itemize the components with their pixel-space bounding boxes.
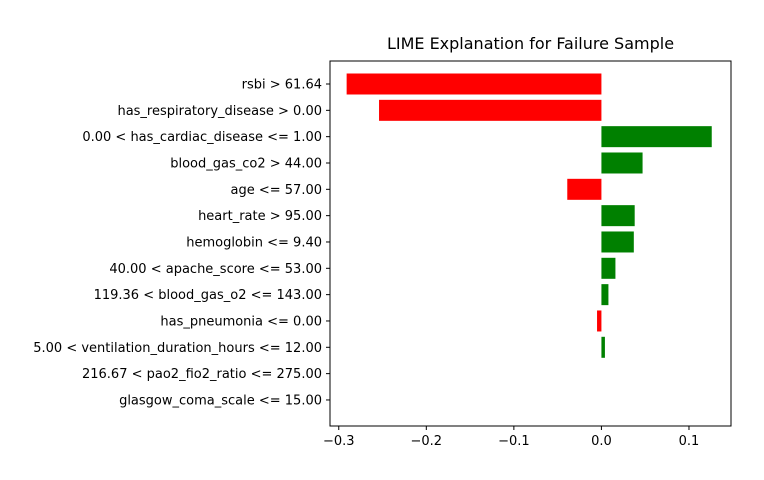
x-tick-label: −0.2 — [411, 434, 443, 449]
y-tick-label: 119.36 < blood_gas_o2 <= 143.00 — [94, 288, 322, 303]
bar — [601, 205, 635, 227]
y-tick-label: 5.00 < ventilation_duration_hours <= 12.… — [33, 341, 322, 356]
plot-frame — [329, 60, 732, 427]
x-tick-label: −0.1 — [498, 434, 530, 449]
y-tick-label: glasgow_coma_scale <= 15.00 — [119, 393, 322, 408]
bar — [601, 336, 605, 358]
y-tick-label: 216.67 < pao2_fio2_ratio <= 275.00 — [82, 367, 322, 382]
y-tick-label: has_pneumonia <= 0.00 — [160, 314, 322, 329]
bar — [601, 231, 634, 253]
bar — [601, 126, 712, 148]
bar — [567, 178, 602, 200]
bar — [601, 152, 643, 174]
bars-group — [346, 73, 712, 358]
x-tick-label: 0.0 — [591, 434, 612, 449]
y-tick-labels: rsbi > 61.64 has_respiratory_disease > 0.… — [33, 78, 330, 408]
x-tick-label: 0.1 — [679, 434, 700, 449]
bar — [597, 310, 602, 332]
y-tick-label: rsbi > 61.64 — [242, 78, 322, 93]
chart-title: LIME Explanation for Failure Sample — [387, 34, 674, 53]
bar — [379, 99, 602, 121]
y-tick-label: has_respiratory_disease > 0.00 — [117, 104, 322, 119]
bar — [346, 73, 602, 95]
bar — [601, 284, 609, 306]
y-tick-label: hemoglobin <= 9.40 — [186, 235, 322, 250]
y-tick-label: 0.00 < has_cardiac_disease <= 1.00 — [82, 130, 322, 145]
y-tick-label: blood_gas_co2 > 44.00 — [170, 156, 322, 171]
x-tick-label: −0.3 — [323, 434, 355, 449]
y-tick-label: heart_rate > 95.00 — [198, 209, 322, 224]
y-tick-label: age <= 57.00 — [231, 183, 322, 198]
bar — [601, 257, 616, 279]
y-tick-label: 40.00 < apache_score <= 53.00 — [109, 262, 322, 277]
x-ticks: −0.3 −0.2 −0.1 0.0 0.1 — [323, 426, 699, 449]
